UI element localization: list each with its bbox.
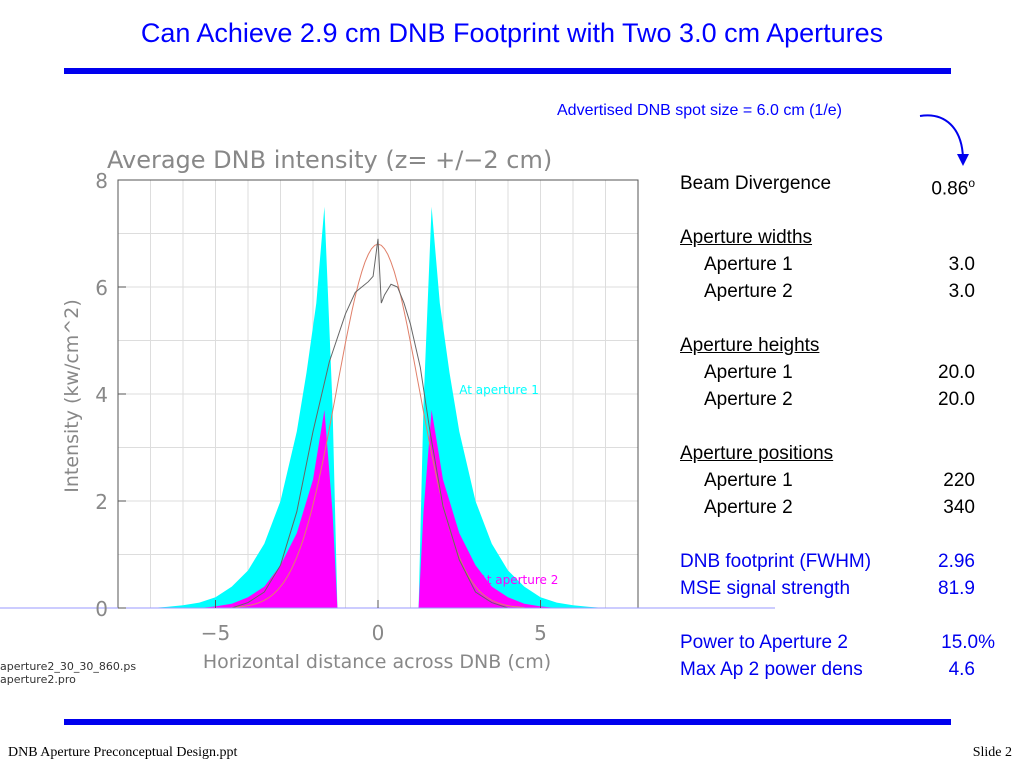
aperture-width-row: Aperture 2 3.0 [704, 281, 975, 302]
x-tick-label: 0 [372, 621, 385, 645]
aperture-positions-heading: Aperture positions [680, 443, 834, 464]
slide-number: Slide 2 [972, 745, 1012, 760]
power-density-row: Max Ap 2 power dens 4.6 [680, 659, 975, 680]
parameter-panel: Beam Divergence 0.86o Aperture widths Ap… [680, 170, 1000, 683]
aperture-position-row: Aperture 1 220 [704, 470, 975, 491]
file-names: aperture2_30_30_860.ps aperture2.pro [0, 660, 136, 686]
y-tick-label: 6 [95, 276, 108, 300]
aperture1-area-right [418, 206, 606, 609]
y-tick-label: 0 [95, 597, 108, 621]
series-annotation: At aperture 2 [479, 573, 559, 587]
y-tick-label: 8 [95, 169, 108, 193]
chart-axes [0, 179, 775, 609]
bottom-rule [64, 719, 951, 725]
aperture-position-row: Aperture 2 340 [704, 497, 975, 518]
x-tick-label: 5 [534, 621, 547, 645]
average-intensity-line [231, 238, 525, 609]
chart-title: Average DNB intensity (z= +/−2 cm) [107, 146, 552, 174]
aperture-widths-heading: Aperture widths [680, 227, 813, 248]
power-row: Power to Aperture 2 15.0% [680, 632, 995, 653]
series-annotation: At aperture 1 [459, 383, 539, 397]
file-name: aperture2_30_30_860.ps [0, 660, 137, 673]
aperture1-area-left [150, 206, 338, 609]
chart-tick-labels: −5 0 5 0 2 4 6 8 [95, 169, 547, 645]
advertised-spot-size: Advertised DNB spot size = 6.0 cm (1/e) [557, 102, 842, 119]
aperture-height-row: Aperture 1 20.0 [704, 362, 975, 383]
chart-xlabel: Horizontal distance across DNB (cm) [203, 651, 551, 673]
beam-divergence-value: 0.86o [931, 176, 975, 200]
beam-divergence-row: Beam Divergence 0.86o [680, 170, 1000, 199]
beam-divergence-label: Beam Divergence [680, 173, 832, 194]
slide-title: Can Achieve 2.9 cm DNB Footprint with Tw… [140, 18, 884, 48]
aperture-width-row: Aperture 1 3.0 [704, 254, 975, 275]
chart-lines [231, 238, 525, 609]
footer-filename: DNB Aperture Preconceptual Design.ppt [8, 745, 238, 760]
top-rule [64, 68, 951, 74]
aperture-height-row: Aperture 2 20.0 [704, 389, 975, 410]
signal-strength-row: MSE signal strength 81.9 [680, 578, 975, 599]
aperture-heights-heading: Aperture heights [680, 335, 820, 356]
chart-areas [150, 206, 606, 609]
chart-annotations: At aperture 1 At aperture 2 [459, 383, 558, 587]
advert-arrow [919, 114, 969, 166]
file-name: aperture2.pro [0, 673, 76, 686]
footprint-row: DNB footprint (FWHM) 2.96 [680, 551, 975, 572]
aperture2-area-right [418, 410, 557, 608]
y-tick-label: 2 [95, 490, 108, 514]
x-tick-label: −5 [201, 621, 230, 645]
chart-ylabel: Intensity (kw/cm^2) [61, 299, 83, 492]
aperture2-area-left [199, 410, 338, 608]
y-tick-label: 4 [95, 383, 108, 407]
